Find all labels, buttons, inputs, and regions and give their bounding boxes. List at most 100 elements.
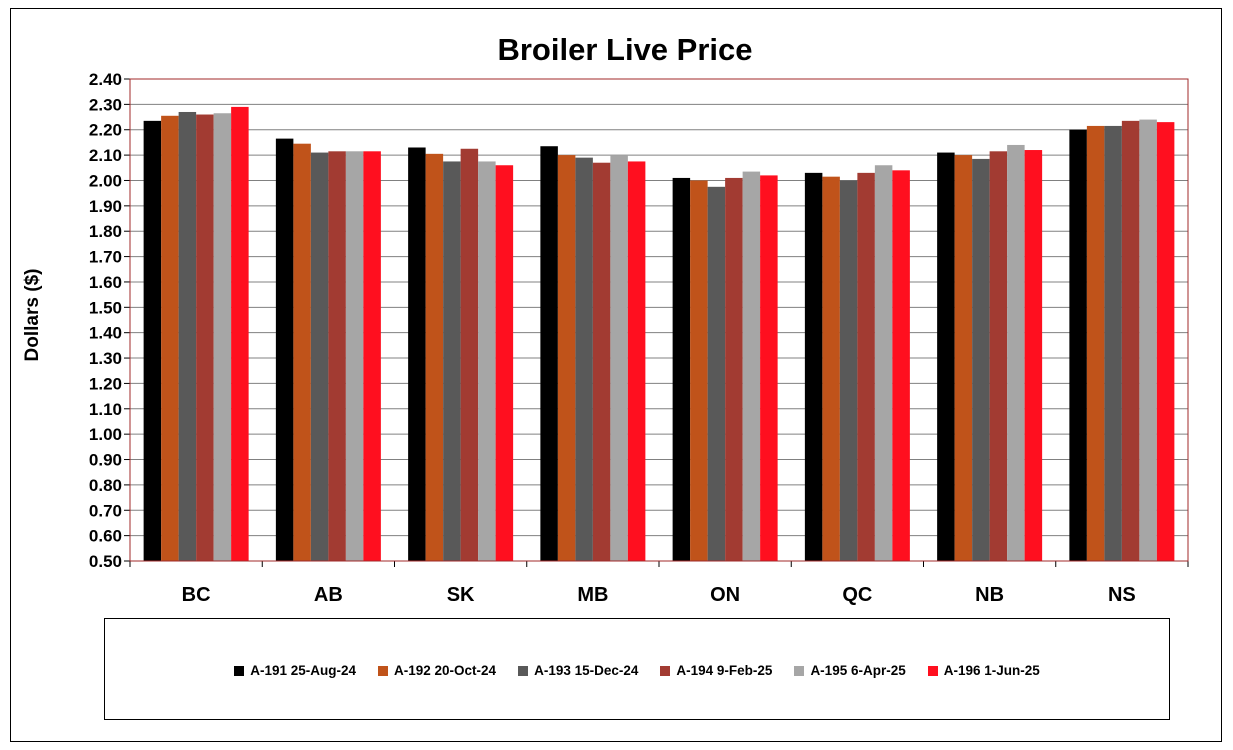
bar-qc-series-1	[804, 172, 823, 561]
bar-qc-series-5	[874, 165, 893, 561]
y-tick-label: 1.80	[89, 222, 122, 241]
bar-qc-series-6	[892, 170, 910, 562]
x-axis-ticks: BC AB SK MB ON QC NB NS	[129, 560, 1189, 606]
bar-qc-series-4	[857, 172, 875, 561]
bar-nb-series-4	[989, 151, 1008, 562]
legend-label: A-192 20-Oct-24	[394, 663, 497, 678]
bar-ab-series-2	[293, 143, 311, 562]
x-tick-label: ON	[710, 584, 740, 606]
bar-nb-series-5	[1007, 144, 1025, 562]
x-tick-label: NB	[975, 584, 1004, 606]
legend-label: A-196 1-Jun-25	[943, 663, 1040, 678]
bar-bc-series-3	[178, 111, 197, 562]
bar-sk-series-5	[478, 161, 496, 561]
bar-ns-series-2	[1086, 125, 1105, 561]
y-tick-label: 1.50	[89, 298, 122, 317]
y-tick-label: 0.80	[89, 476, 122, 495]
bar-ns-series-1	[1069, 129, 1087, 561]
legend-item: A-194 9-Feb-25	[660, 663, 772, 678]
bar-on-series-4	[725, 177, 743, 562]
bar-on-series-6	[760, 175, 778, 561]
bar-bc-series-6	[231, 106, 249, 561]
y-tick-label: 2.30	[89, 95, 122, 114]
y-tick-label: 1.70	[89, 248, 122, 267]
y-axis-ticks: 2.40 2.30 2.20 2.10 2.00 1.90 1.80 1.70 1.60 1.50…	[89, 70, 131, 571]
bar-ns-series-5	[1139, 119, 1157, 561]
y-tick-label: 1.90	[89, 197, 122, 216]
legend-swatch	[927, 665, 938, 676]
x-tick-label: MB	[577, 584, 608, 606]
bar-ab-series-3	[310, 152, 329, 561]
y-tick-label: 2.10	[89, 146, 122, 165]
bar-qc-series-3	[839, 180, 858, 561]
bar-ns-series-3	[1104, 125, 1122, 561]
legend-item: A-192 20-Oct-24	[378, 663, 496, 678]
y-axis-label: Dollars ($)	[22, 269, 43, 362]
y-tick-label: 1.40	[89, 324, 122, 343]
legend-swatch	[234, 665, 245, 676]
bar-ab-series-4	[328, 151, 346, 562]
legend-item: A-193 15-Dec-24	[518, 663, 638, 678]
bar-on-series-5	[742, 171, 761, 562]
legend-swatch	[660, 665, 671, 676]
y-tick-label: 1.10	[89, 400, 122, 419]
bar-on-series-1	[672, 177, 691, 562]
y-tick-label: 2.40	[89, 70, 122, 89]
bar-ab-series-5	[345, 151, 364, 562]
bar-nb-series-3	[972, 158, 990, 561]
y-tick-label: 0.50	[89, 552, 122, 571]
bar-ns-series-4	[1121, 120, 1140, 561]
bar-sk-series-6	[495, 165, 514, 561]
bar-ab-series-6	[363, 151, 381, 562]
y-tick-label: 1.20	[89, 374, 122, 393]
y-tick-label: 2.20	[89, 121, 122, 140]
plot-area-border	[129, 78, 1189, 562]
bar-nb-series-2	[954, 155, 973, 561]
y-tick-label: 0.60	[89, 527, 122, 546]
y-tick-label: 1.00	[89, 425, 122, 444]
legend-label: A-194 9-Feb-25	[676, 663, 773, 678]
x-tick-label: NS	[1108, 584, 1136, 606]
bar-mb-series-5	[610, 155, 628, 561]
bar-bc-series-2	[161, 115, 179, 561]
bar-on-series-2	[690, 180, 708, 561]
bar-bc-series-5	[213, 113, 232, 561]
bar-bc-series-4	[196, 114, 214, 561]
bar-bc-series-1	[143, 120, 162, 561]
bars	[143, 106, 1175, 562]
bar-qc-series-2	[822, 176, 840, 561]
legend-item: A-195 6-Apr-25	[794, 663, 906, 678]
bar-mb-series-3	[575, 157, 593, 562]
bar-mb-series-6	[627, 161, 646, 561]
y-tick-label: 1.60	[89, 273, 122, 292]
y-tick-label: 0.90	[89, 451, 122, 470]
bar-mb-series-4	[592, 162, 611, 561]
legend-label: A-193 15-Dec-24	[534, 663, 639, 678]
y-tick-label: 1.30	[89, 349, 122, 368]
bar-nb-series-6	[1024, 150, 1043, 561]
x-tick-label: QC	[842, 584, 872, 606]
legend-items: A-191 25-Aug-24 A-192 20-Oct-24 A-193 15-D…	[105, 663, 1169, 678]
x-tick-label: SK	[447, 584, 475, 606]
legend-label: A-195 6-Apr-25	[810, 663, 906, 678]
bar-mb-series-1	[540, 146, 558, 561]
legend-item: A-196 1-Jun-25	[927, 663, 1040, 678]
bar-sk-series-2	[425, 153, 444, 561]
x-tick-label: BC	[182, 584, 211, 606]
bar-mb-series-2	[557, 155, 576, 561]
legend: A-191 25-Aug-24 A-192 20-Oct-24 A-193 15-D…	[104, 618, 1170, 720]
bar-on-series-3	[707, 186, 726, 561]
bar-sk-series-1	[408, 147, 426, 561]
legend-label: A-191 25-Aug-24	[250, 663, 357, 678]
bar-nb-series-1	[937, 152, 955, 561]
y-tick-label: 2.00	[89, 171, 122, 190]
bar-ns-series-6	[1156, 122, 1175, 561]
legend-item: A-191 25-Aug-24	[234, 663, 356, 678]
chart-title: Broiler Live Price	[497, 32, 752, 67]
legend-swatch	[378, 665, 389, 676]
bar-ab-series-1	[275, 138, 294, 561]
legend-swatch	[518, 665, 529, 676]
y-tick-label: 0.70	[89, 501, 122, 520]
x-tick-label: AB	[314, 584, 343, 606]
